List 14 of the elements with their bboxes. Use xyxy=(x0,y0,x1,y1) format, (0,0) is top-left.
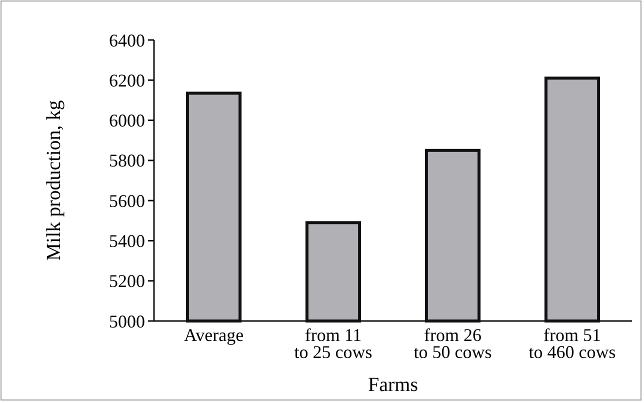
x-tick-label: Average xyxy=(184,325,244,345)
y-tick-label: 5200 xyxy=(109,271,145,292)
y-tick-label: 5600 xyxy=(109,190,145,211)
y-tick-label: 5800 xyxy=(109,150,145,171)
x-tick-label: from 11 to 25 cows xyxy=(294,325,372,362)
y-tick-label: 6200 xyxy=(109,70,145,90)
y-tick-label: 6000 xyxy=(109,110,145,131)
x-tick-label: from 26 to 50 cows xyxy=(414,325,492,362)
x-axis-title: Farms xyxy=(368,374,418,396)
y-axis-title: Milk production, kg xyxy=(43,100,65,261)
y-tick-label: 6400 xyxy=(109,30,145,50)
y-tick-label: 5000 xyxy=(109,311,145,332)
y-tick-label: 5400 xyxy=(109,231,145,252)
x-tick-label: from 51 to 460 cows xyxy=(528,325,616,362)
